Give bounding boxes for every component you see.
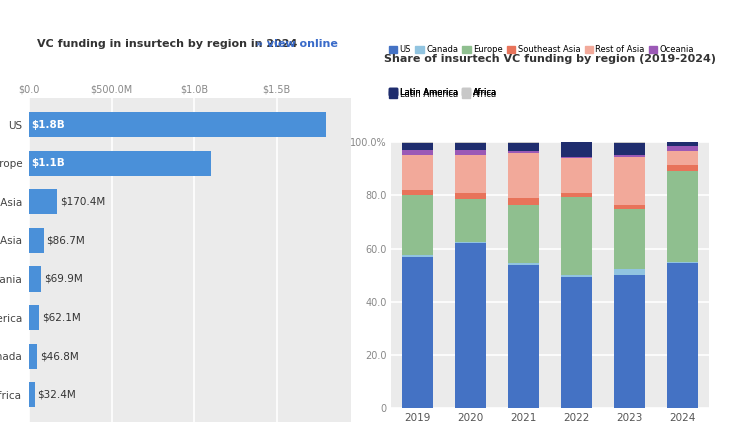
Text: $86.7M: $86.7M	[47, 235, 86, 246]
Bar	[667, 263, 698, 408]
Bar	[455, 142, 487, 143]
Bar	[455, 242, 487, 243]
Bar	[455, 155, 487, 193]
Bar	[561, 197, 592, 275]
Bar	[561, 277, 592, 408]
Bar	[561, 142, 592, 157]
Text: $62.1M: $62.1M	[42, 313, 81, 322]
Bar	[29, 228, 44, 253]
Legend: Latin America, Africa: Latin America, Africa	[389, 87, 497, 97]
Bar	[507, 143, 539, 151]
Bar	[613, 205, 645, 209]
Bar	[667, 142, 698, 146]
Bar	[507, 205, 539, 263]
Text: VC funding in insurtech by region in 2024: VC funding in insurtech by region in 202…	[37, 39, 297, 49]
Bar	[667, 151, 698, 165]
Text: $1.1B: $1.1B	[31, 159, 65, 168]
Bar	[402, 143, 433, 150]
Bar	[507, 142, 539, 143]
Bar	[667, 171, 698, 262]
Bar	[613, 157, 645, 205]
Text: $1.8B: $1.8B	[31, 120, 65, 130]
Text: » view online: » view online	[252, 39, 338, 49]
Bar	[507, 153, 539, 198]
Bar	[29, 151, 211, 176]
Bar	[455, 150, 487, 155]
Bar	[507, 151, 539, 153]
Bar	[561, 157, 592, 158]
Bar	[507, 198, 539, 205]
Text: Share of insurtech VC funding by region (2019-2024): Share of insurtech VC funding by region …	[384, 54, 716, 64]
Bar	[507, 265, 539, 408]
Bar	[613, 155, 645, 157]
Bar	[402, 190, 433, 195]
Bar	[29, 382, 34, 407]
Bar	[561, 275, 592, 277]
Bar	[402, 195, 433, 255]
Bar	[613, 209, 645, 269]
Bar	[507, 263, 539, 265]
Bar	[455, 243, 487, 408]
Bar	[561, 158, 592, 193]
Bar	[29, 266, 41, 292]
Bar	[29, 112, 326, 138]
Bar	[455, 199, 487, 242]
Text: $170.4M: $170.4M	[61, 197, 105, 207]
Text: $69.9M: $69.9M	[44, 274, 83, 284]
Bar	[667, 165, 698, 171]
Bar	[667, 262, 698, 263]
Bar	[667, 146, 698, 151]
Bar	[667, 141, 698, 142]
Bar	[561, 193, 592, 197]
Bar	[402, 150, 433, 155]
Bar	[613, 143, 645, 155]
Bar	[561, 141, 592, 142]
Bar	[29, 344, 37, 369]
Bar	[29, 305, 39, 330]
Text: $46.8M: $46.8M	[40, 351, 79, 361]
Bar	[613, 142, 645, 143]
Bar	[29, 190, 57, 214]
Bar	[613, 275, 645, 408]
Bar	[455, 193, 487, 199]
Bar	[402, 142, 433, 143]
Bar	[402, 257, 433, 408]
Bar	[402, 255, 433, 257]
Bar	[455, 143, 487, 150]
Bar	[613, 269, 645, 275]
Text: $32.4M: $32.4M	[37, 389, 76, 400]
Bar	[402, 155, 433, 190]
